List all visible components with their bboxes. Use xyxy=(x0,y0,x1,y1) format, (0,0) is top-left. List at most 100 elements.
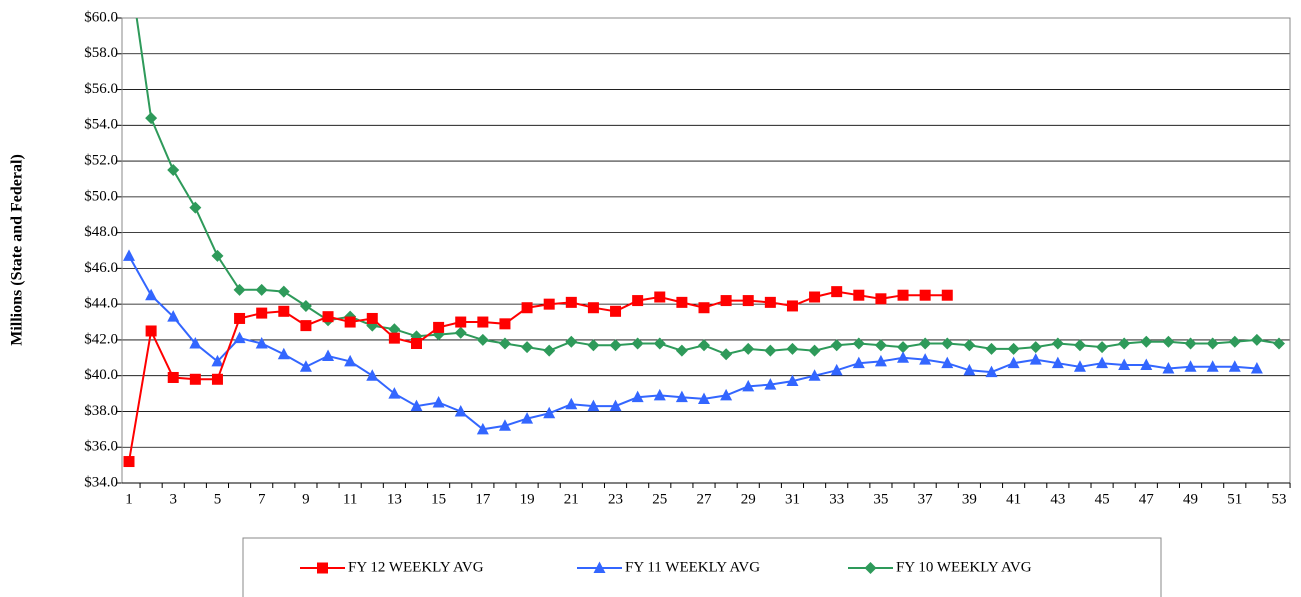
data-point xyxy=(521,302,533,314)
data-point xyxy=(1184,360,1197,372)
data-point xyxy=(521,341,534,354)
data-point xyxy=(653,388,666,401)
data-point xyxy=(322,311,334,323)
data-point xyxy=(543,298,555,310)
data-point xyxy=(720,348,733,361)
data-point xyxy=(454,326,467,339)
x-tick-label: 15 xyxy=(431,491,446,507)
data-point xyxy=(587,399,600,412)
data-point xyxy=(809,291,821,303)
x-tick-label: 41 xyxy=(1006,491,1021,507)
data-point xyxy=(388,323,401,336)
data-point xyxy=(145,325,157,337)
data-point xyxy=(167,164,180,177)
data-point xyxy=(366,369,379,381)
data-point xyxy=(1096,356,1109,369)
data-point xyxy=(299,360,312,372)
data-point xyxy=(477,316,489,328)
data-point xyxy=(786,374,799,387)
x-tick-label: 51 xyxy=(1227,491,1242,507)
data-point xyxy=(211,373,223,385)
data-point xyxy=(609,339,622,352)
y-tick-label: $34.0 xyxy=(84,474,118,490)
data-point xyxy=(476,333,489,346)
x-tick-label: 19 xyxy=(520,491,535,507)
plot-area xyxy=(123,18,1285,468)
x-tick-label: 13 xyxy=(387,491,402,507)
x-tick-label: 35 xyxy=(873,491,888,507)
data-point xyxy=(698,339,710,352)
data-point xyxy=(963,363,976,376)
data-point xyxy=(830,363,843,376)
y-tick-label: $46.0 xyxy=(84,260,118,276)
data-point xyxy=(433,321,445,333)
data-point xyxy=(742,342,755,355)
data-point xyxy=(565,335,578,348)
data-point xyxy=(698,392,710,404)
data-point xyxy=(852,356,865,369)
data-point xyxy=(698,302,710,314)
data-point xyxy=(852,337,865,350)
data-point xyxy=(1073,360,1086,372)
data-point xyxy=(1273,337,1285,350)
data-point xyxy=(1029,341,1042,354)
legend-label: FY 11 WEEKLY AVG xyxy=(625,559,760,575)
data-point xyxy=(233,283,246,296)
data-point xyxy=(565,397,578,410)
data-point xyxy=(277,347,290,360)
y-tick-label: $42.0 xyxy=(84,331,118,347)
y-tick-label: $58.0 xyxy=(84,45,118,61)
data-point xyxy=(808,369,821,381)
data-point xyxy=(764,344,777,357)
x-tick-label: 21 xyxy=(564,491,579,507)
data-point xyxy=(1184,337,1197,350)
y-tick-label: $50.0 xyxy=(84,188,118,204)
x-tick-label: 53 xyxy=(1272,491,1287,507)
data-point xyxy=(1007,342,1020,355)
data-point xyxy=(675,344,688,357)
data-point xyxy=(609,399,622,412)
data-point xyxy=(278,305,290,317)
data-point xyxy=(764,296,776,308)
data-point xyxy=(720,388,733,401)
data-point xyxy=(1140,335,1153,348)
y-tick-label: $40.0 xyxy=(84,367,118,383)
data-point xyxy=(432,396,445,408)
data-point xyxy=(587,339,600,352)
data-point xyxy=(1096,341,1109,354)
data-point xyxy=(742,295,754,307)
data-point xyxy=(256,307,268,319)
y-tick-label: $54.0 xyxy=(84,117,118,133)
data-point xyxy=(1051,356,1064,369)
x-tick-label: 49 xyxy=(1183,491,1198,507)
y-axis-label: Millions (State and Federal) xyxy=(9,154,26,346)
data-point xyxy=(1162,335,1175,348)
x-tick-label: 39 xyxy=(962,491,977,507)
data-point xyxy=(145,112,158,125)
data-point xyxy=(830,339,843,352)
y-tick-label: $60.0 xyxy=(84,9,118,25)
x-tick-label: 33 xyxy=(829,491,844,507)
x-tick-label: 9 xyxy=(302,491,310,507)
data-point xyxy=(255,337,268,349)
data-point xyxy=(344,316,356,328)
data-point xyxy=(189,201,202,214)
x-tick-label: 47 xyxy=(1139,491,1155,507)
data-point xyxy=(919,337,932,350)
data-point xyxy=(233,331,246,344)
data-point xyxy=(543,344,556,357)
data-point xyxy=(521,412,534,424)
data-point xyxy=(410,399,423,412)
data-point xyxy=(632,295,644,307)
legend-marker xyxy=(593,561,606,573)
data-point xyxy=(676,296,688,308)
data-point xyxy=(1162,362,1175,374)
legend-box xyxy=(242,537,1162,597)
plot-border xyxy=(121,17,1291,484)
series-line xyxy=(135,18,1280,356)
data-point xyxy=(344,354,357,367)
data-point xyxy=(742,379,755,392)
data-point xyxy=(455,316,467,328)
data-point xyxy=(831,286,843,298)
